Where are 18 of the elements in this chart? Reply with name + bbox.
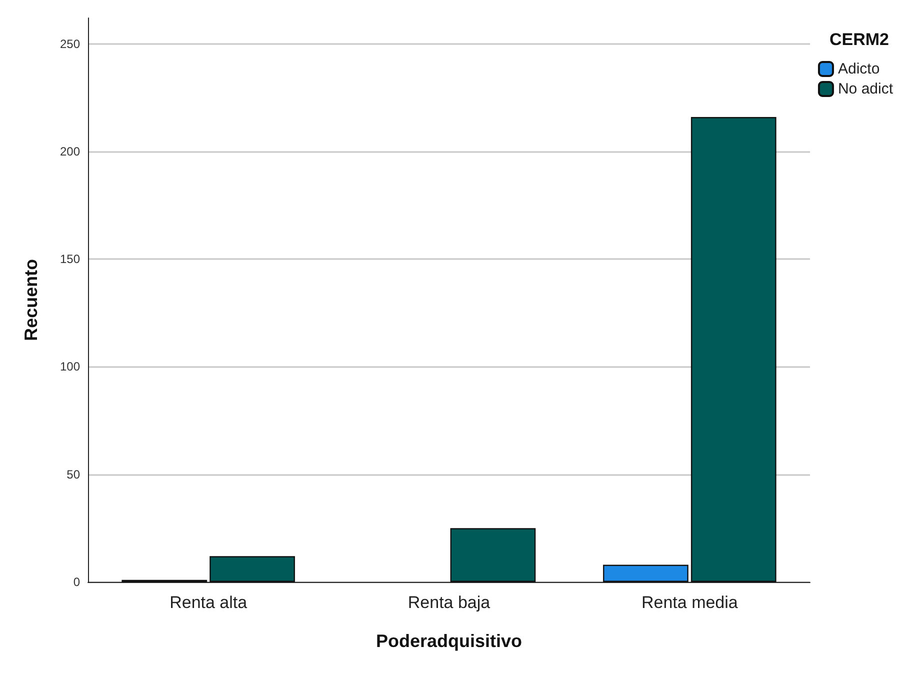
- bar: [603, 564, 688, 582]
- x-tick-label: Renta baja: [408, 593, 491, 612]
- y-axis-title: Recuento: [21, 258, 41, 342]
- legend-label: Adicto: [838, 60, 880, 78]
- x-axis-title: Poderadquisitivo: [376, 631, 522, 651]
- y-tick-label: 250: [60, 36, 80, 51]
- legend-label: No adict: [838, 80, 894, 98]
- bar: [690, 117, 776, 582]
- y-tick-label: 200: [60, 144, 80, 158]
- y-tick-label: 50: [66, 467, 80, 482]
- bar: [450, 528, 536, 582]
- x-tick-label: Renta alta: [170, 593, 248, 612]
- y-tick-label: 150: [60, 252, 80, 266]
- x-tick-label: Renta media: [641, 593, 738, 612]
- bar: [210, 556, 295, 582]
- y-tick-label: 100: [60, 360, 80, 374]
- legend-title: CERM2: [829, 30, 890, 49]
- y-tick-label: 0: [73, 575, 80, 589]
